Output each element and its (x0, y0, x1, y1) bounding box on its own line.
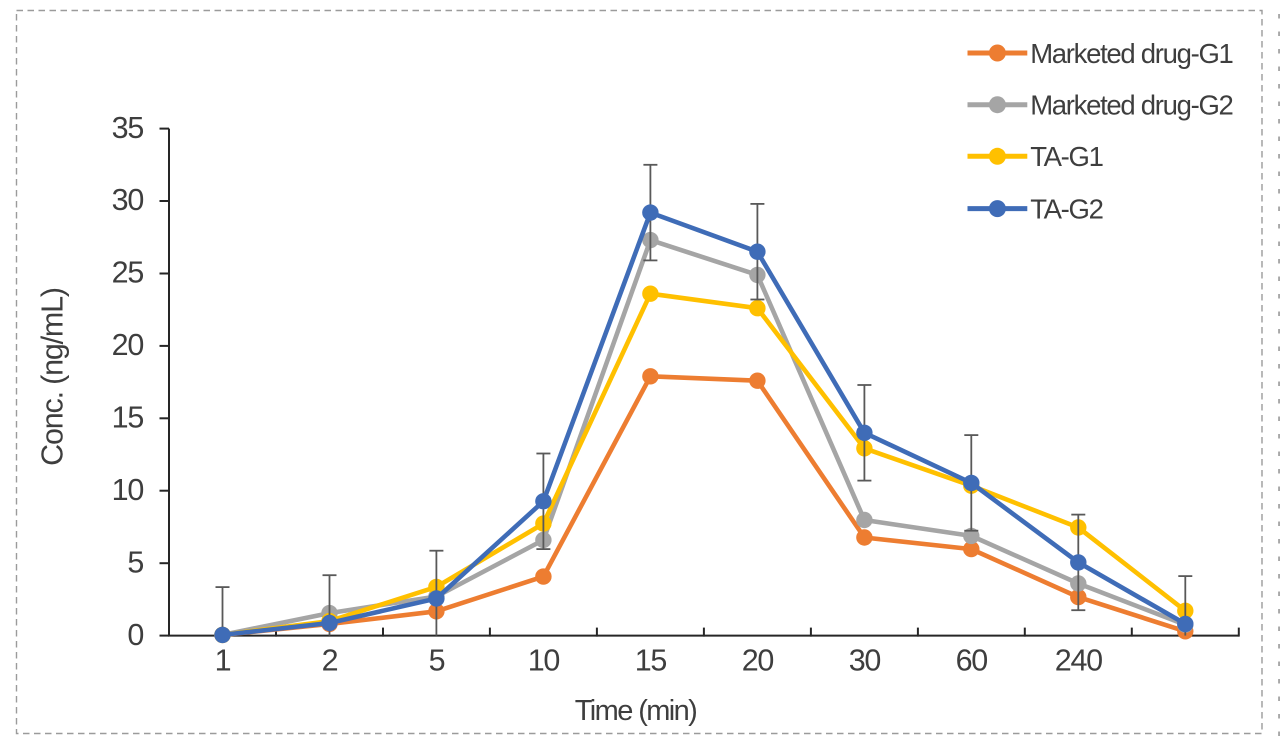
svg-text:Marketed drug-G2: Marketed drug-G2 (1030, 90, 1232, 121)
svg-text:5: 5 (127, 545, 143, 579)
svg-text:20: 20 (742, 644, 774, 678)
svg-text:60: 60 (956, 644, 988, 678)
svg-text:1: 1 (215, 644, 231, 678)
svg-text:Marketed drug-G1: Marketed drug-G1 (1030, 38, 1232, 69)
svg-text:10: 10 (528, 644, 560, 678)
svg-text:5: 5 (429, 644, 445, 678)
svg-text:15: 15 (112, 400, 144, 434)
svg-text:10: 10 (112, 473, 144, 507)
svg-text:25: 25 (112, 256, 144, 290)
svg-text:15: 15 (635, 644, 667, 678)
svg-text:Time (min): Time (min) (575, 695, 696, 727)
svg-text:TA-G1: TA-G1 (1030, 141, 1102, 172)
svg-text:30: 30 (849, 644, 881, 678)
svg-text:2: 2 (322, 644, 338, 678)
svg-text:35: 35 (112, 111, 144, 145)
svg-text:Conc. (ng/mL): Conc. (ng/mL) (35, 288, 69, 466)
svg-text:20: 20 (112, 328, 144, 362)
svg-text:30: 30 (112, 183, 144, 217)
svg-text:0: 0 (127, 618, 143, 652)
svg-text:240: 240 (1055, 644, 1102, 678)
svg-text:TA-G2: TA-G2 (1030, 194, 1102, 225)
